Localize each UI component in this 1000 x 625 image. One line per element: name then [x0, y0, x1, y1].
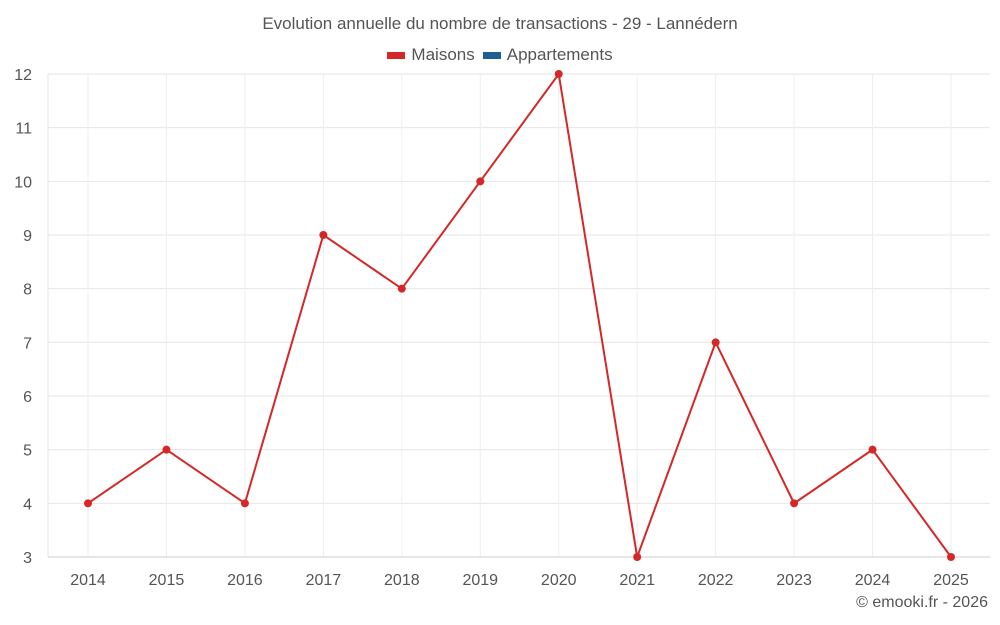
x-tick-label: 2021: [619, 572, 655, 589]
data-point-maisons: [554, 70, 563, 78]
series-line-maisons: [87, 71, 952, 561]
credit-text: © emooki.fr - 2026: [856, 594, 988, 611]
y-tick-label: 9: [23, 228, 32, 245]
legend-item-appartements[interactable]: Appartements: [482, 45, 613, 65]
data-point-maisons: [711, 338, 720, 347]
data-point-maisons: [476, 177, 485, 186]
legend-swatch-appartements: [482, 51, 501, 59]
y-tick-label: 7: [23, 335, 32, 352]
x-tick-label: 2017: [306, 572, 342, 589]
legend-swatch-maisons: [387, 51, 406, 59]
x-tick-label: 2014: [70, 572, 106, 589]
x-tick-label: 2023: [776, 572, 812, 589]
data-point-maisons: [84, 499, 92, 508]
x-tick-label: 2022: [698, 572, 734, 589]
x-tick-label: 2020: [541, 572, 577, 589]
data-point-maisons: [162, 445, 171, 454]
data-point-maisons: [790, 499, 799, 508]
chart-title: Evolution annuelle du nombre de transact…: [262, 14, 738, 33]
legend-item-maisons[interactable]: Maisons: [387, 45, 475, 65]
data-point-maisons: [397, 284, 406, 293]
legend-label-appartements: Appartements: [506, 45, 613, 64]
data-point-maisons: [319, 231, 328, 239]
y-tick-label: 3: [23, 550, 32, 567]
x-tick-label: 2019: [462, 572, 498, 589]
x-tick-label: 2025: [933, 572, 969, 589]
y-tick-label: 8: [23, 282, 32, 299]
data-point-maisons: [240, 499, 249, 508]
legend-label-maisons: Maisons: [411, 45, 475, 64]
data-point-maisons: [868, 445, 877, 454]
y-tick-label: 11: [15, 121, 32, 138]
y-tick-label: 10: [14, 174, 32, 191]
y-tick-label: 5: [23, 443, 32, 460]
y-tick-label: 6: [23, 389, 32, 406]
x-tick-label: 2024: [855, 572, 891, 589]
data-point-maisons: [633, 553, 642, 561]
x-tick-label: 2015: [149, 572, 185, 589]
y-tick-label: 12: [14, 67, 32, 84]
legend: Maisons Appartements: [0, 45, 1000, 65]
x-tick-label: 2018: [384, 572, 420, 589]
y-tick-label: 4: [23, 496, 32, 513]
x-tick-label: 2016: [227, 572, 263, 589]
data-point-maisons: [947, 553, 955, 561]
